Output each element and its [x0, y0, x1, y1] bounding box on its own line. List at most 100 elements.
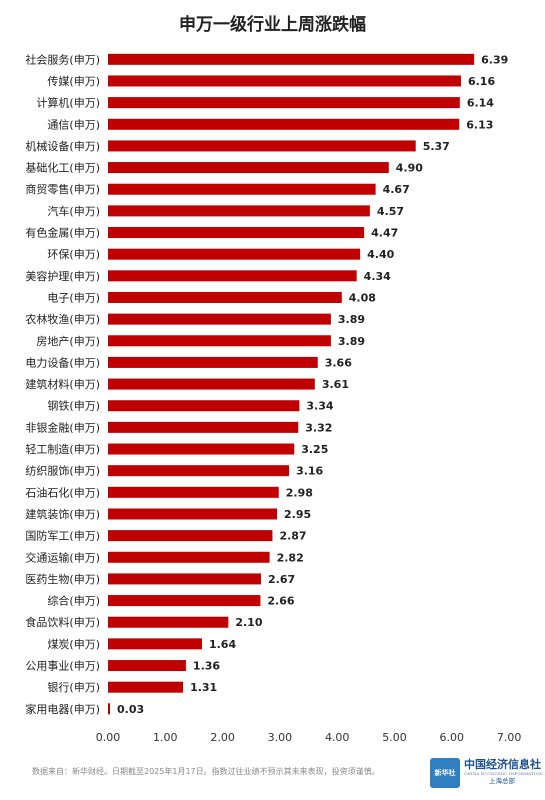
- value-label: 2.95: [284, 508, 311, 521]
- category-label: 银行(申万): [47, 680, 100, 694]
- bar: [108, 97, 460, 109]
- value-label: 5.37: [423, 140, 450, 153]
- bar: [108, 75, 461, 87]
- x-tick-label: 1.00: [153, 731, 178, 744]
- x-tick-label: 4.00: [325, 731, 350, 744]
- bar: [108, 118, 460, 130]
- bar: [108, 53, 475, 65]
- category-label: 建筑材料(申万): [25, 377, 100, 391]
- category-label: 电力设备(申万): [25, 355, 100, 369]
- bar: [108, 595, 261, 607]
- bar: [108, 573, 261, 585]
- bar: [108, 551, 270, 563]
- category-label: 综合(申万): [47, 594, 100, 608]
- chart-title: 申万一级行业上周涨跌幅: [179, 15, 366, 35]
- category-label: 非银金融(申万): [25, 420, 100, 434]
- category-label: 煤炭(申万): [47, 638, 100, 651]
- value-label: 4.08: [349, 291, 376, 304]
- category-label: 钢铁(申万): [47, 400, 100, 413]
- value-label: 1.31: [190, 681, 217, 694]
- bar: [108, 313, 331, 325]
- x-tick-label: 0.00: [96, 731, 121, 744]
- bar: [108, 400, 300, 412]
- cei-logo-name-en: CHINA ECONOMIC INFORMATION SERVICE: [464, 771, 545, 776]
- value-label: 3.25: [301, 443, 328, 456]
- x-tick-label: 3.00: [268, 731, 293, 744]
- bar: [108, 443, 295, 455]
- value-label: 4.40: [367, 248, 394, 261]
- bar: [108, 335, 331, 347]
- x-tick-label: 2.00: [210, 731, 235, 744]
- value-label: 1.36: [193, 660, 220, 673]
- category-label: 机械设备(申万): [25, 139, 100, 153]
- bar: [108, 616, 229, 628]
- bar: [108, 703, 110, 715]
- value-label: 3.32: [305, 421, 332, 434]
- category-label: 环保(申万): [47, 247, 100, 261]
- value-label: 3.34: [306, 400, 333, 413]
- bar: [108, 378, 315, 390]
- value-label: 1.64: [209, 638, 236, 651]
- value-label: 2.82: [277, 551, 304, 564]
- category-label: 社会服务(申万): [25, 52, 100, 66]
- bar: [108, 227, 365, 239]
- data-source-note: 数据来自：新华财经。日期截至2025年1月17日。指数过往业绩不预示其未来表现，…: [32, 767, 380, 776]
- category-label: 美容护理(申万): [25, 269, 100, 283]
- category-label: 建筑装饰(申万): [25, 507, 100, 521]
- x-tick-label: 7.00: [497, 731, 522, 744]
- category-label: 基础化工(申万): [25, 161, 100, 175]
- category-label: 公用事业(申万): [25, 660, 100, 673]
- bar: [108, 248, 361, 260]
- value-label: 6.16: [468, 75, 495, 88]
- value-label: 4.67: [383, 183, 410, 196]
- value-label: 2.67: [268, 573, 295, 586]
- value-label: 3.89: [338, 335, 365, 348]
- value-label: 3.61: [322, 378, 349, 391]
- category-label: 房地产(申万): [36, 334, 100, 348]
- bar: [108, 140, 416, 152]
- category-label: 农林牧渔(申万): [25, 312, 100, 326]
- category-label: 轻工制造(申万): [25, 442, 100, 456]
- bar: [108, 530, 273, 542]
- category-label: 汽车(申万): [47, 204, 100, 218]
- bar: [108, 162, 389, 174]
- category-label: 商贸零售(申万): [25, 182, 100, 196]
- category-label: 石油石化(申万): [25, 485, 100, 499]
- cei-logo-branch: 上海总部: [489, 777, 515, 785]
- bar: [108, 681, 184, 693]
- bar: [108, 421, 299, 433]
- bar: [108, 660, 186, 672]
- bar: [108, 486, 279, 498]
- category-label: 医药生物(申万): [25, 572, 100, 586]
- x-tick-label: 5.00: [382, 731, 407, 744]
- value-label: 2.98: [286, 486, 313, 499]
- value-label: 6.39: [481, 53, 508, 66]
- value-label: 2.10: [235, 616, 262, 629]
- bar: [108, 508, 278, 520]
- category-label: 传媒(申万): [47, 75, 100, 88]
- value-label: 6.13: [466, 118, 493, 131]
- bar-chart: 社会服务(申万) 6.39 传媒(申万) 6.16 计算机(申万) 6.14 通信(申万) 6…: [25, 52, 522, 744]
- value-label: 2.66: [267, 595, 294, 608]
- bar: [108, 638, 202, 650]
- value-label: 4.34: [364, 270, 391, 283]
- category-label: 食品饮料(申万): [25, 615, 100, 629]
- bar: [108, 291, 342, 303]
- value-label: 6.14: [467, 97, 494, 110]
- bar: [108, 183, 376, 195]
- value-label: 0.03: [117, 703, 144, 716]
- bar: [108, 270, 357, 282]
- bar: [108, 205, 370, 217]
- category-label: 纺织服饰(申万): [25, 464, 100, 478]
- cei-logo: 中国经济信息社 CHINA ECONOMIC INFORMATION SERVI…: [464, 758, 545, 786]
- category-label: 国防军工(申万): [25, 529, 100, 543]
- xinhua-logo-icon: 新华社: [430, 758, 460, 788]
- bar: [108, 465, 290, 477]
- value-label: 3.16: [296, 465, 323, 478]
- bar: [108, 356, 318, 368]
- category-label: 计算机(申万): [36, 96, 100, 110]
- x-tick-label: 6.00: [440, 731, 465, 744]
- value-label: 4.90: [396, 162, 423, 175]
- value-label: 4.57: [377, 205, 404, 218]
- category-label: 家用电器(申万): [25, 702, 100, 716]
